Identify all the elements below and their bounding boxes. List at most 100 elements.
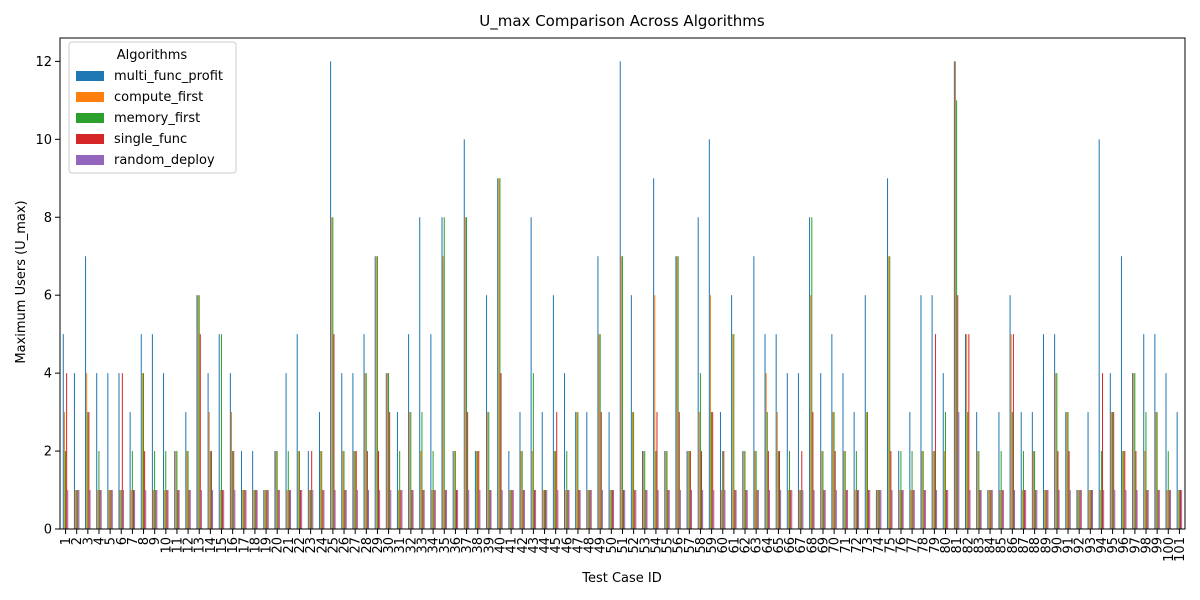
x-tick-label: 31: [393, 537, 408, 554]
bar-memory_first-case-15: [220, 334, 222, 529]
bar-memory_first-case-54: [655, 451, 657, 529]
bar-single_func-case-101: [1179, 490, 1181, 529]
bar-memory_first-case-20: [276, 451, 278, 529]
bar-multi_func_profit-case-11: [174, 451, 176, 529]
bar-random_deploy-case-70: [835, 490, 837, 529]
x-tick-label: 65: [772, 537, 787, 554]
bar-single_func-case-57: [689, 451, 691, 529]
bar-compute_first-case-91: [1066, 412, 1068, 529]
bar-multi_func_profit-case-7: [129, 412, 131, 529]
bar-random_deploy-case-36: [457, 490, 459, 529]
x-tick-label: 11: [170, 537, 185, 554]
bar-random_deploy-case-26: [345, 490, 347, 529]
bar-compute_first-case-66: [787, 490, 789, 529]
bar-memory_first-case-37: [466, 217, 468, 529]
bar-single_func-case-38: [478, 451, 480, 529]
bar-multi_func_profit-case-18: [252, 451, 254, 529]
bar-random_deploy-case-35: [445, 490, 447, 529]
bar-single_func-case-11: [177, 490, 179, 529]
bar-single_func-case-8: [144, 451, 146, 529]
bar-memory_first-case-22: [298, 451, 300, 529]
bar-compute_first-case-12: [186, 451, 188, 529]
bar-memory_first-case-71: [844, 451, 846, 529]
bar-single_func-case-43: [533, 490, 535, 529]
bar-single_func-case-97: [1135, 451, 1137, 529]
bar-single_func-case-15: [222, 490, 224, 529]
bar-random_deploy-case-98: [1147, 490, 1149, 529]
bar-compute_first-case-72: [854, 490, 856, 529]
bar-multi_func_profit-case-60: [719, 412, 721, 529]
bar-single_func-case-78: [923, 490, 925, 529]
bar-random_deploy-case-10: [167, 490, 169, 529]
bar-single_func-case-91: [1068, 451, 1070, 529]
bar-random_deploy-case-30: [390, 490, 392, 529]
bar-single_func-case-83: [979, 490, 981, 529]
bar-memory_first-case-46: [566, 451, 568, 529]
y-tick-label: 0: [44, 523, 52, 538]
x-tick-label: 19: [260, 537, 275, 554]
x-tick-label: 83: [972, 537, 987, 554]
bar-random_deploy-case-82: [969, 490, 971, 529]
bar-random_deploy-case-23: [312, 490, 314, 529]
bar-compute_first-case-79: [932, 451, 934, 529]
x-tick-label: 73: [861, 537, 876, 554]
bar-multi_func_profit-case-76: [898, 451, 900, 529]
bar-multi_func_profit-case-50: [608, 412, 610, 529]
bar-compute_first-case-49: [598, 334, 600, 529]
bar-multi_func_profit-case-86: [1009, 295, 1011, 529]
bar-single_func-case-61: [734, 490, 736, 529]
bar-multi_func_profit-case-59: [708, 139, 710, 529]
bar-multi_func_profit-case-48: [586, 412, 588, 529]
bar-memory_first-case-28: [365, 373, 367, 529]
bar-random_deploy-case-21: [290, 490, 292, 529]
bar-compute_first-case-84: [988, 490, 990, 529]
bar-memory_first-case-6: [120, 490, 122, 529]
bar-memory_first-case-34: [432, 451, 434, 529]
bar-compute_first-case-97: [1133, 373, 1135, 529]
bar-random_deploy-case-50: [613, 490, 615, 529]
bar-memory_first-case-41: [510, 490, 512, 529]
bar-single_func-case-47: [578, 490, 580, 529]
bar-compute_first-case-7: [130, 490, 132, 529]
bar-multi_func_profit-case-40: [497, 178, 499, 530]
bar-random_deploy-case-54: [657, 490, 659, 529]
bar-single_func-case-29: [378, 451, 380, 529]
bar-random_deploy-case-3: [89, 490, 91, 529]
x-axis-title: Test Case ID: [581, 571, 662, 586]
x-tick-label: 80: [939, 537, 954, 554]
x-tick-label: 90: [1050, 537, 1065, 554]
bar-single_func-case-22: [300, 490, 302, 529]
bar-multi_func_profit-case-13: [196, 295, 198, 529]
bar-compute_first-case-87: [1021, 490, 1023, 529]
legend-swatch-random_deploy: [76, 155, 104, 165]
bar-compute_first-case-27: [353, 451, 355, 529]
bar-memory_first-case-17: [243, 490, 245, 529]
bar-memory_first-case-32: [410, 412, 412, 529]
x-tick-label: 44: [538, 537, 553, 554]
bar-random_deploy-case-77: [913, 490, 915, 529]
legend-label-single_func: single_func: [114, 132, 187, 147]
x-tick-label: 86: [1006, 537, 1021, 554]
legend: Algorithms multi_func_profit compute_firs…: [68, 41, 237, 174]
bar-single_func-case-67: [801, 451, 803, 529]
x-tick-label: 1: [59, 537, 74, 545]
bar-compute_first-case-64: [765, 373, 767, 529]
bar-single_func-case-53: [645, 490, 647, 529]
bar-multi_func_profit-case-45: [552, 295, 554, 529]
bar-compute_first-case-40: [498, 178, 500, 530]
bar-memory_first-case-69: [822, 451, 824, 529]
bar-multi_func_profit-case-95: [1109, 373, 1111, 529]
x-tick-label: 34: [427, 537, 442, 554]
bar-compute_first-case-69: [821, 451, 823, 529]
bar-single_func-case-5: [110, 490, 112, 529]
bar-multi_func_profit-case-88: [1031, 412, 1033, 529]
bar-multi_func_profit-case-39: [486, 295, 488, 529]
bar-compute_first-case-17: [242, 490, 244, 529]
bar-random_deploy-case-61: [735, 490, 737, 529]
bar-memory_first-case-3: [87, 412, 89, 529]
bar-compute_first-case-88: [1032, 451, 1034, 529]
bar-memory_first-case-61: [733, 334, 735, 529]
bar-compute_first-case-28: [364, 373, 366, 529]
bar-memory_first-case-9: [154, 451, 156, 529]
bar-multi_func_profit-case-97: [1132, 373, 1134, 529]
